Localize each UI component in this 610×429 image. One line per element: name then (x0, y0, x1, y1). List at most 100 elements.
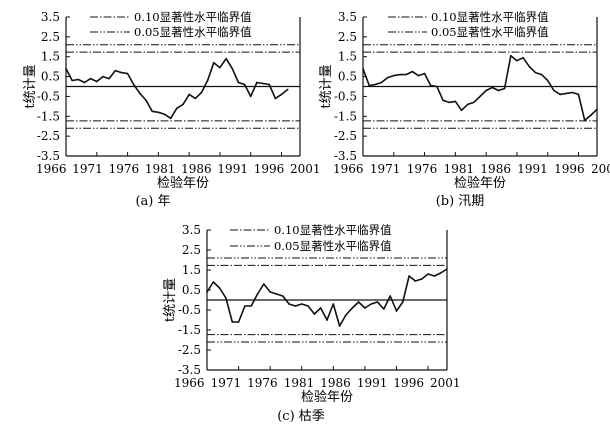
y-axis-title: t统计量 (163, 278, 178, 322)
data-point (212, 61, 215, 64)
data-point (414, 280, 417, 282)
data-point (250, 305, 253, 307)
data-point (503, 87, 506, 90)
data-point (577, 93, 580, 96)
data-point (163, 113, 166, 116)
data-point (401, 301, 404, 303)
data-point (553, 89, 555, 92)
data-point (446, 268, 448, 270)
data-point (237, 81, 240, 84)
data-point (212, 281, 215, 283)
data-point (300, 303, 303, 305)
legend-label-010: 0.10显著性水平临界值 (431, 10, 549, 24)
x-tick-label: 1976 (109, 162, 140, 176)
x-tick-label: 1971 (370, 162, 401, 176)
data-point (95, 80, 98, 83)
data-point (357, 301, 360, 303)
data-point (442, 99, 444, 102)
data-point (126, 72, 129, 75)
data-point (288, 303, 290, 305)
data-point (374, 83, 377, 86)
y-tick-label: 2.5 (41, 30, 60, 44)
data-point (362, 67, 364, 70)
data-point (244, 305, 246, 307)
data-point (77, 78, 80, 81)
data-point (307, 305, 309, 307)
data-point (411, 70, 414, 73)
data-point (281, 295, 284, 297)
data-point (479, 95, 481, 98)
y-tick-label: 1.5 (182, 263, 201, 277)
y-tick-label: 0.5 (182, 283, 201, 297)
data-point (151, 110, 154, 113)
data-point (345, 314, 347, 316)
data-point (200, 91, 203, 94)
data-point (145, 99, 147, 102)
data-point (571, 91, 574, 94)
data-point (108, 77, 110, 80)
data-point (423, 72, 426, 75)
legend-label-010: 0.10显著性水平临界值 (274, 223, 392, 237)
y-tick-label: -1.5 (334, 109, 357, 123)
data-point (522, 56, 524, 59)
data-point (590, 114, 592, 117)
x-tick-label: 1971 (72, 162, 103, 176)
y-tick-label: -3.5 (178, 363, 201, 377)
x-tick-label: 1981 (284, 376, 315, 390)
y-tick-label: -0.5 (37, 89, 60, 103)
data-point (436, 85, 438, 88)
x-tick-label: 1986 (480, 162, 511, 176)
y-tick-label: 1.5 (338, 50, 357, 64)
data-point (338, 325, 341, 327)
x-tick-label: 1991 (217, 162, 248, 176)
data-point (559, 93, 561, 96)
data-point (268, 83, 271, 86)
x-tick-label: 1981 (444, 162, 475, 176)
data-point (182, 103, 184, 106)
data-point (376, 301, 379, 303)
data-point (313, 313, 316, 315)
x-tick-label: 1976 (407, 162, 438, 176)
data-point (280, 93, 283, 96)
data-point (466, 103, 469, 106)
y-tick-label: -1.5 (37, 109, 60, 123)
x-tick-label: 2001 (591, 162, 610, 176)
y-tick-label: -0.5 (178, 303, 201, 317)
data-point (194, 97, 197, 100)
data-point (225, 297, 227, 299)
data-point (274, 97, 277, 100)
data-point (448, 101, 451, 104)
y-tick-label: 0.5 (41, 70, 60, 84)
data-point (460, 109, 463, 112)
data-point (370, 303, 373, 305)
x-tick-label: 1996 (254, 162, 285, 176)
data-point (429, 84, 432, 87)
data-point (176, 107, 178, 110)
data-point (540, 73, 543, 76)
legend-label-005: 0.05显著性水平临界值 (431, 25, 549, 39)
data-point (433, 275, 436, 277)
data-point (439, 272, 442, 274)
data-point (364, 307, 366, 309)
data-point (491, 86, 494, 89)
data-point (89, 77, 92, 80)
data-point (206, 291, 208, 293)
y-tick-label: -2.5 (178, 343, 201, 357)
data-point (497, 89, 500, 92)
data-point (485, 89, 487, 92)
data-point (256, 81, 258, 84)
x-tick-label: 1966 (333, 162, 364, 176)
x-tick-label: 1986 (181, 162, 212, 176)
data-point (408, 275, 410, 277)
y-tick-label: -3.5 (37, 149, 60, 163)
x-tick-label: 1971 (211, 376, 242, 390)
data-point (351, 307, 354, 309)
x-tick-label: 1966 (174, 376, 205, 390)
data-point (399, 73, 401, 76)
data-point (392, 74, 395, 77)
x-tick-label: 1986 (320, 376, 351, 390)
legend-label-005: 0.05显著性水平临界值 (274, 239, 392, 253)
data-point (102, 75, 104, 78)
